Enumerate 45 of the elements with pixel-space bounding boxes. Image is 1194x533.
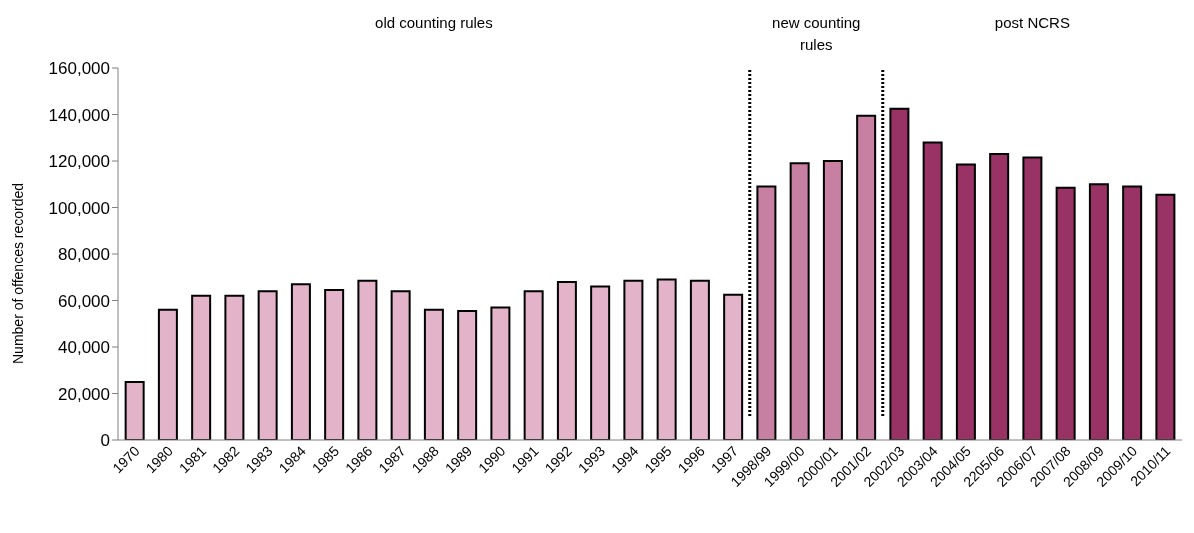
text: post NCRS <box>993 13 1071 33</box>
bar <box>723 293 744 440</box>
y-tick-label: 140,000 <box>48 105 110 125</box>
bar <box>822 160 843 440</box>
bar <box>257 290 278 440</box>
bar <box>1022 156 1043 440</box>
bar <box>689 279 710 440</box>
y-tick-label: 60,000 <box>58 291 110 311</box>
y-tick-label: 120,000 <box>48 152 110 172</box>
bar <box>324 289 345 440</box>
bar <box>224 294 245 440</box>
y-tick-label: 80,000 <box>58 245 110 265</box>
bar <box>1088 183 1109 440</box>
bar <box>157 308 178 440</box>
y-axis-title: Number of offences recorded <box>9 182 26 364</box>
bar <box>623 279 644 440</box>
text: old counting rules <box>374 13 494 33</box>
bar <box>490 306 511 440</box>
bar <box>457 309 478 440</box>
bar <box>556 280 577 440</box>
bar <box>357 279 378 440</box>
y-tick-label: 160,000 <box>48 59 110 79</box>
bar <box>789 162 810 440</box>
bar <box>423 308 444 440</box>
bar <box>124 380 145 440</box>
y-tick-label: 20,000 <box>58 384 110 404</box>
bar <box>1155 193 1176 440</box>
bar <box>656 278 677 440</box>
y-tick-label: 0 <box>100 431 110 451</box>
text: new counting rules <box>771 13 862 55</box>
bar <box>290 283 311 440</box>
bar <box>922 141 943 440</box>
y-tick-label: 40,000 <box>58 338 110 358</box>
bar <box>989 153 1010 440</box>
bar <box>523 290 544 440</box>
bar <box>856 114 877 440</box>
bar <box>889 107 910 440</box>
y-tick-label: 100,000 <box>48 198 110 218</box>
bar <box>390 290 411 440</box>
bar <box>590 285 611 440</box>
bar <box>1055 186 1076 440</box>
bar <box>955 163 976 440</box>
bar <box>1122 185 1143 440</box>
bar <box>756 185 777 440</box>
bar <box>191 294 212 440</box>
